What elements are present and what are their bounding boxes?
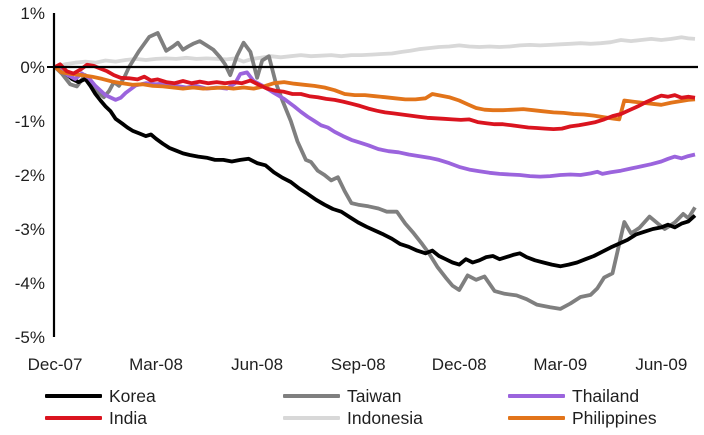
legend-item-india: India <box>45 408 147 428</box>
y-axis-tick-label: -3% <box>15 220 45 239</box>
y-axis-tick-label: -5% <box>15 328 45 347</box>
legend-swatch-philippines <box>508 416 565 420</box>
legend-item-taiwan: Taiwan <box>283 386 402 406</box>
x-axis-tick-label: Mar-08 <box>129 355 183 374</box>
legend-swatch-taiwan <box>283 394 340 398</box>
x-axis-tick-label: Dec-07 <box>28 355 83 374</box>
x-axis-tick-label: Dec-08 <box>432 355 487 374</box>
y-axis-tick-label: -1% <box>15 112 45 131</box>
x-axis-tick-label: Mar-09 <box>533 355 587 374</box>
y-axis-tick-label: -2% <box>15 166 45 185</box>
legend-label: Korea <box>109 386 156 406</box>
legend-item-indonesia: Indonesia <box>283 408 423 428</box>
y-axis-tick-label: -4% <box>15 274 45 293</box>
legend-label: Taiwan <box>347 386 402 406</box>
series-line-india <box>54 62 696 132</box>
legend-swatch-thailand <box>508 394 565 398</box>
legend-swatch-korea <box>45 394 102 398</box>
line-chart-canvas: 1% 0% -1% -2% -3% -4% -5% Dec-07 Mar-08 Jun-08 Sep… <box>15 4 698 374</box>
series-line-korea <box>54 65 697 269</box>
x-axis-tick-label: Jun-09 <box>635 355 687 374</box>
y-axis-tick-label: 0% <box>20 58 45 77</box>
legend-label: Indonesia <box>347 408 423 428</box>
legend-label: Thailand <box>572 386 640 406</box>
series-line-taiwan <box>53 31 697 311</box>
series-line-indonesia <box>54 35 696 69</box>
legend-item-thailand: Thailand <box>508 386 640 406</box>
legend-swatch-india <box>45 416 102 420</box>
x-axis-tick-label: Jun-08 <box>231 355 283 374</box>
legend-item-korea: Korea <box>45 386 156 406</box>
legend-swatch-indonesia <box>283 416 340 420</box>
legend-label: Philippines <box>572 408 657 428</box>
legend-label: India <box>109 408 147 428</box>
x-axis-tick-label: Sep-08 <box>331 355 386 374</box>
series-line-philippines <box>53 65 696 122</box>
y-axis-tick-label: 1% <box>20 4 45 23</box>
legend-item-philippines: Philippines <box>508 408 657 428</box>
